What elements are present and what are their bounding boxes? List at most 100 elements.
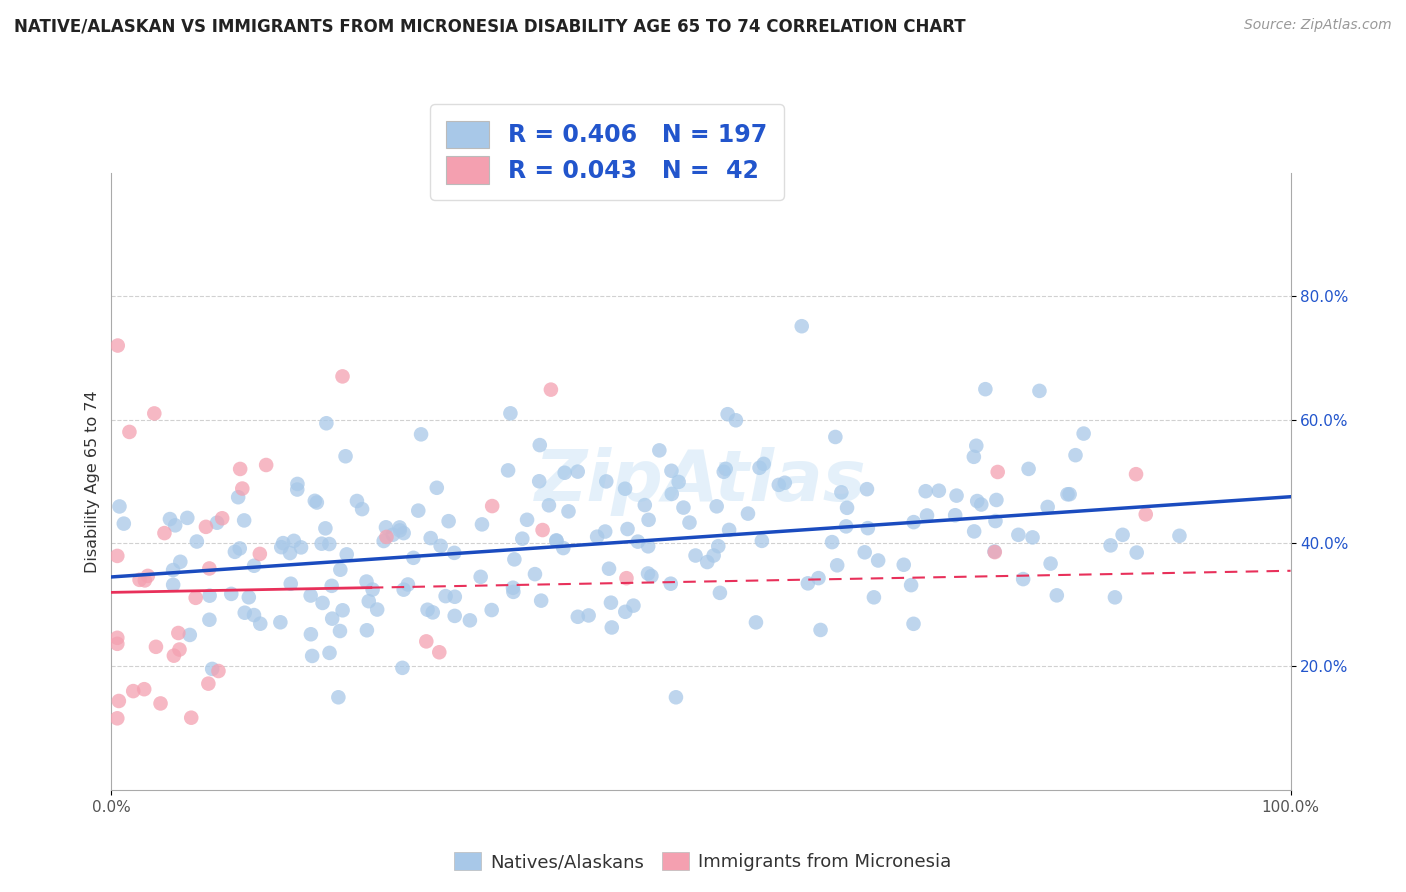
Point [830, 485, 852, 500]
Point [614, 482, 637, 496]
Point [1021, 530, 1043, 544]
Point [105, 631, 128, 645]
Legend: R = 0.406   N = 197, R = 0.043   N =  42: R = 0.406 N = 197, R = 0.043 N = 42 [430, 104, 783, 200]
Point [768, 478, 790, 492]
Point [280, 576, 302, 591]
Point [600, 596, 623, 610]
Point [356, 624, 378, 638]
Point [637, 513, 659, 527]
Point [499, 406, 522, 420]
Point [328, 690, 350, 705]
Point [219, 587, 242, 601]
Point [392, 582, 415, 597]
Point [381, 528, 404, 542]
Point [706, 500, 728, 514]
Point [290, 541, 312, 555]
Point [529, 438, 551, 452]
Point [108, 694, 131, 708]
Point [714, 462, 737, 476]
Point [194, 520, 217, 534]
Point [1059, 487, 1081, 501]
Point [510, 532, 533, 546]
Point [429, 539, 451, 553]
Point [321, 612, 343, 626]
Point [537, 498, 560, 512]
Point [470, 570, 492, 584]
Point [1012, 572, 1035, 586]
Point [283, 533, 305, 548]
Point [443, 546, 465, 560]
Point [153, 526, 176, 541]
Point [824, 430, 846, 444]
Point [336, 547, 359, 561]
Point [678, 516, 700, 530]
Point [287, 477, 309, 491]
Point [724, 413, 747, 427]
Point [184, 591, 207, 605]
Point [1125, 545, 1147, 559]
Point [426, 481, 449, 495]
Point [900, 578, 922, 592]
Point [503, 552, 526, 566]
Point [167, 626, 190, 640]
Point [388, 524, 411, 538]
Point [163, 648, 186, 663]
Point [357, 594, 380, 608]
Point [329, 624, 352, 638]
Point [180, 711, 202, 725]
Point [1073, 426, 1095, 441]
Point [105, 549, 128, 563]
Point [406, 503, 429, 517]
Point [238, 591, 260, 605]
Point [443, 608, 465, 623]
Point [703, 549, 725, 563]
Point [335, 450, 357, 464]
Point [752, 457, 775, 471]
Point [637, 539, 659, 553]
Text: ZipAtlas: ZipAtlas [536, 447, 868, 516]
Point [134, 682, 156, 697]
Point [118, 425, 141, 439]
Point [207, 664, 229, 678]
Point [301, 648, 323, 663]
Point [396, 577, 419, 591]
Point [226, 490, 249, 504]
Point [329, 563, 352, 577]
Point [415, 634, 437, 648]
Point [634, 498, 657, 512]
Point [186, 534, 208, 549]
Point [409, 427, 432, 442]
Point [593, 524, 616, 539]
Point [598, 562, 620, 576]
Point [128, 573, 150, 587]
Point [984, 514, 1007, 528]
Point [903, 616, 925, 631]
Point [416, 603, 439, 617]
Point [136, 569, 159, 583]
Point [797, 576, 820, 591]
Point [271, 536, 294, 550]
Point [249, 616, 271, 631]
Point [481, 499, 503, 513]
Point [224, 545, 246, 559]
Point [1007, 528, 1029, 542]
Point [943, 508, 966, 523]
Point [737, 507, 759, 521]
Point [201, 662, 224, 676]
Point [176, 511, 198, 525]
Point [299, 627, 322, 641]
Point [914, 484, 936, 499]
Point [807, 571, 830, 585]
Point [928, 483, 950, 498]
Point [546, 533, 568, 548]
Point [134, 574, 156, 588]
Point [661, 464, 683, 478]
Point [169, 642, 191, 657]
Point [299, 589, 322, 603]
Point [668, 475, 690, 489]
Point [211, 511, 233, 525]
Point [853, 545, 876, 559]
Point [112, 516, 135, 531]
Point [122, 684, 145, 698]
Point [1056, 487, 1078, 501]
